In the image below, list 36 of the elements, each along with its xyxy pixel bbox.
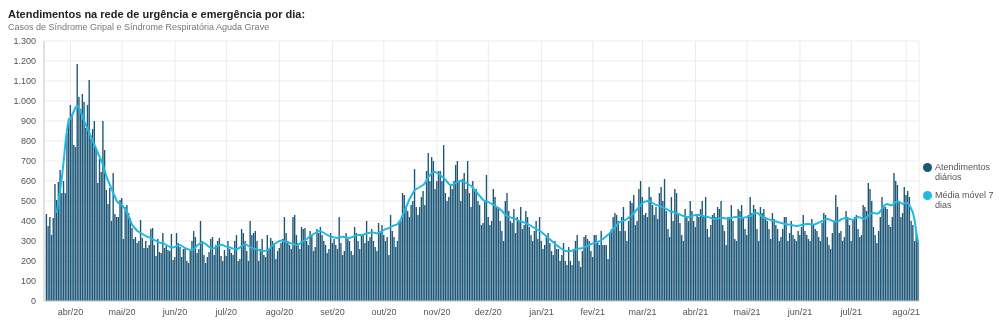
x-tick-label: jul/20 xyxy=(214,307,238,318)
x-tick-label: mar/21 xyxy=(628,307,657,318)
chart-subtitle: Casos de Síndrome Gripal e Síndrome Respiratória Aguda Grave xyxy=(8,21,271,33)
x-tick-label: nov/20 xyxy=(423,307,451,318)
y-tick-label: 600 xyxy=(20,176,36,187)
y-tick-label: 800 xyxy=(20,136,36,147)
x-tick-label: dez/20 xyxy=(474,307,502,318)
x-tick-label: abr/21 xyxy=(682,307,709,318)
y-tick-label: 700 xyxy=(20,156,36,167)
chart-title: Atendimentos na rede de urgência e emergência por dia: xyxy=(8,8,307,21)
legend-label: Atendimentos diários xyxy=(935,162,992,182)
x-tick-label: mai/21 xyxy=(733,307,761,318)
y-tick-label: 1.100 xyxy=(13,76,36,87)
x-tick-label: jan/21 xyxy=(528,307,554,318)
y-tick-label: 100 xyxy=(20,276,36,287)
legend-label: Média móvel 7 dias xyxy=(935,190,995,210)
x-tick-label: ago/20 xyxy=(265,307,294,318)
y-tick-label: 1.000 xyxy=(13,96,36,107)
y-tick-label: 1.300 xyxy=(13,36,36,47)
y-tick-label: 200 xyxy=(20,256,36,267)
y-tick-label: 400 xyxy=(20,216,36,227)
y-tick-label: 900 xyxy=(20,116,36,127)
y-tick-label: 1.200 xyxy=(13,56,36,67)
x-tick-label: out/20 xyxy=(371,307,397,318)
x-tick-label: fev/21 xyxy=(580,307,606,318)
y-tick-label: 0 xyxy=(30,296,36,307)
x-tick-label: mai/20 xyxy=(108,307,136,318)
y-tick-label: 300 xyxy=(20,236,36,247)
x-tick-label: jun/20 xyxy=(161,307,188,318)
x-tick-label: ago/21 xyxy=(892,307,920,318)
x-tick-label: set/20 xyxy=(320,307,345,318)
x-tick-label: jul/21 xyxy=(839,307,863,318)
y-tick-label: 500 xyxy=(20,196,36,207)
x-tick-label: jun/21 xyxy=(786,307,813,318)
x-tick-label: abr/20 xyxy=(57,307,84,318)
line-series xyxy=(55,105,919,253)
